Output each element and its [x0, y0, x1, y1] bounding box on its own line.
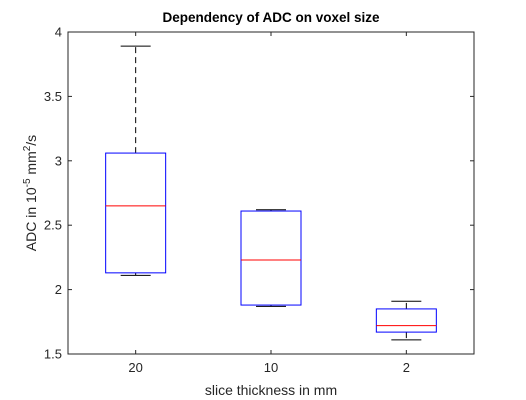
plot-area: [67, 31, 475, 355]
x-tick-label: 10: [264, 360, 278, 375]
iqr-box: [375, 308, 437, 333]
y-tick-label: 1.5: [44, 347, 62, 362]
iqr-box: [105, 152, 167, 274]
y-tick-label: 3: [55, 153, 62, 168]
box-series: [105, 45, 437, 341]
x-axis-label: slice thickness in mm: [205, 382, 337, 398]
iqr-box: [240, 210, 302, 306]
box-group: [105, 45, 167, 276]
y-tick-label: 2: [55, 282, 62, 297]
y-tick-label: 2.5: [44, 218, 62, 233]
y-axis: 1.5 2 2.5 3 3.5 4: [44, 25, 474, 362]
box-group: [375, 300, 437, 341]
y-axis-label: ADC in 10-5 mm2/s: [22, 135, 39, 251]
x-tick-label: 2: [403, 360, 410, 375]
x-tick-label: 20: [128, 360, 142, 375]
x-axis: 20 10 2: [128, 32, 410, 375]
box-group: [240, 209, 302, 307]
y-tick-label: 3.5: [44, 89, 62, 104]
chart-title: Dependency of ADC on voxel size: [162, 10, 380, 25]
y-tick-label: 4: [55, 25, 62, 40]
